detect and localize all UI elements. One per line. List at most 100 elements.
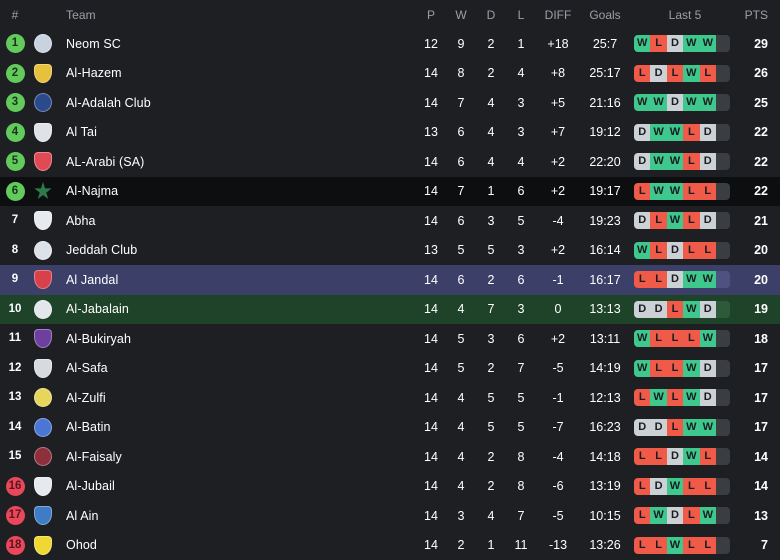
last5-result-1: D <box>634 123 651 141</box>
last5-result-5: D <box>699 389 716 407</box>
team-name[interactable]: Al-Safa <box>66 361 108 376</box>
played-value: 14 <box>424 390 438 405</box>
team-name[interactable]: Neom SC <box>66 36 121 51</box>
team-name[interactable]: Al-Bukiryah <box>66 331 132 346</box>
team-name[interactable]: Al-Faisaly <box>66 449 122 464</box>
last5-result-3: W <box>666 477 684 495</box>
last5-result-3: W <box>666 182 684 200</box>
team-name[interactable]: Al Tai <box>66 125 97 140</box>
team-name[interactable]: Al Jandal <box>66 272 119 287</box>
points-value: 17 <box>754 420 768 435</box>
last5-result-5: L <box>699 477 716 495</box>
won-value: 5 <box>457 243 465 258</box>
played-value: 13 <box>424 125 438 140</box>
diff-value: +8 <box>550 66 566 81</box>
goals-value: 12:13 <box>589 390 621 405</box>
diff-value: +2 <box>550 243 566 258</box>
last5-result-4: L <box>683 212 700 230</box>
rank-cell: 17 <box>0 506 30 526</box>
team-name[interactable]: AL-Arabi (SA) <box>66 154 145 169</box>
rank-cell: 3 <box>0 93 30 113</box>
last5-result-2: L <box>650 536 667 554</box>
team-name[interactable]: Al-Zulfi <box>66 390 106 405</box>
last5-result-2: W <box>650 153 667 171</box>
last5-result-1: L <box>634 182 651 200</box>
rank-cell: 11 <box>0 329 30 348</box>
team-name[interactable]: Al Ain <box>66 508 99 523</box>
team-name[interactable]: Jeddah Club <box>66 243 138 258</box>
played-value: 14 <box>424 213 438 228</box>
won-value: 9 <box>457 36 465 51</box>
lost-value: 1 <box>517 36 525 51</box>
points-value: 17 <box>754 390 768 405</box>
points-value: 22 <box>754 125 768 140</box>
won-value: 6 <box>457 154 465 169</box>
points-value: 22 <box>754 184 768 199</box>
team-name[interactable]: Al-Jubail <box>66 479 115 494</box>
goals-value: 19:12 <box>589 125 621 140</box>
last5-result-4: L <box>683 477 700 495</box>
diff-value: +5 <box>550 95 566 110</box>
goals-value: 13:11 <box>589 331 621 346</box>
last5-result-4: W <box>683 448 700 466</box>
last5-result-1: W <box>634 330 651 348</box>
lost-value: 3 <box>517 125 525 140</box>
last5-result-4: L <box>683 507 700 525</box>
team-name[interactable]: Al-Batin <box>66 420 111 435</box>
team-name[interactable]: Al-Jabalain <box>66 302 129 317</box>
team-crest <box>30 535 56 555</box>
drawn-value: 2 <box>487 449 495 464</box>
last5-result-5: L <box>699 448 716 466</box>
diff-value: -4 <box>552 213 564 228</box>
team-name[interactable]: Al-Najma <box>66 184 119 199</box>
team-crest <box>30 447 56 467</box>
last5-result-1: W <box>634 241 651 259</box>
last5-result-2: L <box>650 448 667 466</box>
last5-result-5: L <box>699 241 716 259</box>
team-name[interactable]: Ohod <box>66 538 97 553</box>
won-value: 6 <box>457 272 465 287</box>
last5-result-4: W <box>683 418 700 436</box>
goals-value: 25:17 <box>589 66 621 81</box>
last5-result-1: L <box>634 271 651 289</box>
drawn-value: 3 <box>487 331 495 346</box>
lost-value: 7 <box>517 361 525 376</box>
drawn-value: 1 <box>487 184 495 199</box>
team-name[interactable]: Al-Adalah Club <box>66 95 151 110</box>
team-name[interactable]: Al-Hazem <box>66 66 122 81</box>
last5-result-3: D <box>666 507 684 525</box>
last5-result-4: L <box>683 330 700 348</box>
goals-value: 13:26 <box>589 538 621 553</box>
team-name[interactable]: Abha <box>66 213 96 228</box>
played-value: 14 <box>424 538 438 553</box>
last5-result-1: D <box>634 153 651 171</box>
lost-value: 11 <box>514 538 528 553</box>
header-diff: DIFF <box>544 7 572 22</box>
